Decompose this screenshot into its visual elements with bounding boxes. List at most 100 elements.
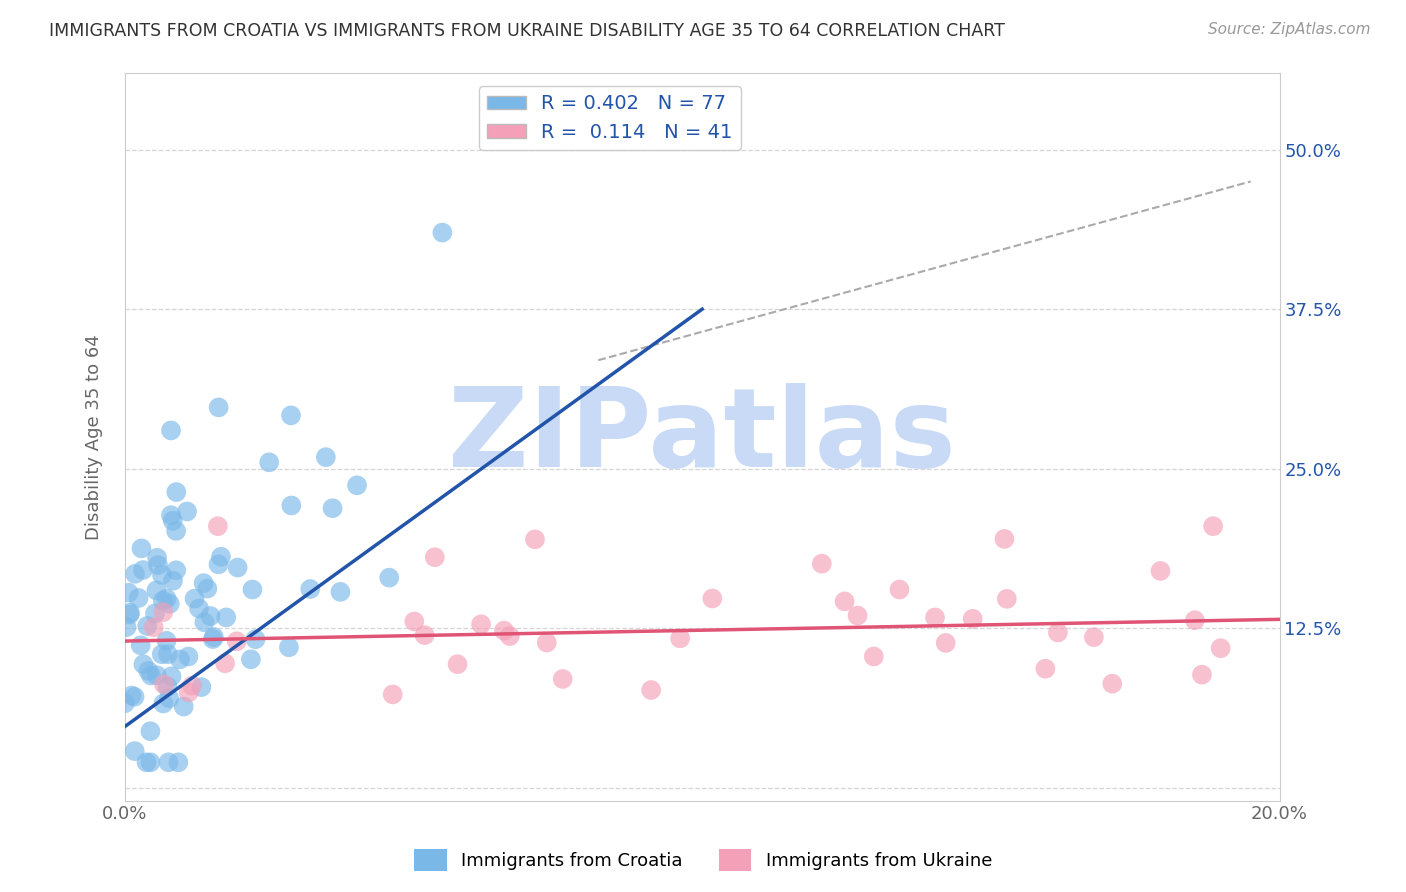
Point [280, 409, 302, 423]
Text: IMMIGRANTS FROM CROATIA VS IMMIGRANTS FROM UKRAINE DISABILITY AGE 35 TO 64 CORRE: IMMIGRANTS FROM CROATIA VS IMMIGRANTS FR… [49, 22, 1005, 40]
Point [165, 485, 187, 500]
Point [846, 608, 869, 623]
Point [242, 582, 264, 597]
Point [962, 612, 984, 626]
Point [115, 620, 138, 634]
Point [413, 628, 436, 642]
Point [432, 226, 454, 240]
Point [138, 664, 160, 678]
Point [889, 582, 911, 597]
Point [152, 697, 174, 711]
Point [226, 560, 249, 574]
Point [142, 620, 165, 634]
Point [993, 532, 1015, 546]
Text: ZIPatlas: ZIPatlas [449, 384, 956, 491]
Point [150, 567, 173, 582]
Point [329, 585, 352, 599]
Point [207, 519, 229, 533]
Point [315, 450, 337, 465]
Point [165, 563, 187, 577]
Point [1035, 662, 1057, 676]
Legend: R = 0.402   N = 77, R =  0.114   N = 41: R = 0.402 N = 77, R = 0.114 N = 41 [479, 87, 741, 150]
Point [136, 619, 159, 633]
Point [201, 632, 224, 646]
Point [280, 499, 302, 513]
Point [225, 634, 247, 648]
Point [215, 610, 238, 624]
Point [146, 550, 169, 565]
Point [862, 649, 884, 664]
Point [173, 699, 195, 714]
Point [1083, 630, 1105, 644]
Point [118, 606, 141, 620]
Legend: Immigrants from Croatia, Immigrants from Ukraine: Immigrants from Croatia, Immigrants from… [406, 842, 1000, 879]
Point [177, 649, 200, 664]
Point [995, 591, 1018, 606]
Point [1202, 519, 1225, 533]
Point [1149, 564, 1171, 578]
Point [160, 669, 183, 683]
Point [378, 571, 401, 585]
Point [278, 640, 301, 655]
Point [193, 615, 215, 630]
Point [499, 629, 522, 643]
Point [159, 597, 181, 611]
Point [1046, 625, 1069, 640]
Y-axis label: Disability Age 35 to 64: Disability Age 35 to 64 [86, 334, 103, 540]
Point [118, 607, 141, 622]
Point [208, 401, 231, 415]
Point [669, 632, 692, 646]
Point [135, 756, 157, 770]
Point [155, 633, 177, 648]
Point [322, 501, 344, 516]
Point [702, 591, 724, 606]
Point [153, 677, 176, 691]
Point [209, 549, 232, 564]
Point [214, 657, 236, 671]
Point [132, 563, 155, 577]
Point [811, 557, 834, 571]
Point [156, 647, 179, 661]
Point [207, 558, 229, 572]
Point [193, 576, 215, 591]
Point [155, 591, 177, 606]
Point [536, 635, 558, 649]
Point [494, 624, 516, 638]
Point [121, 689, 143, 703]
Point [160, 508, 183, 523]
Point [143, 607, 166, 621]
Point [124, 690, 146, 704]
Point [924, 610, 946, 624]
Point [1101, 676, 1123, 690]
Point [470, 617, 492, 632]
Point [834, 594, 856, 608]
Point [156, 680, 179, 694]
Point [157, 691, 180, 706]
Point [346, 478, 368, 492]
Point [257, 455, 280, 469]
Point [640, 683, 662, 698]
Point [1191, 667, 1213, 681]
Point [165, 524, 187, 538]
Point [139, 756, 162, 770]
Point [381, 687, 404, 701]
Point [202, 630, 225, 644]
Point [190, 680, 212, 694]
Point [114, 696, 136, 710]
Point [146, 668, 169, 682]
Point [404, 615, 426, 629]
Point [195, 582, 218, 596]
Point [139, 668, 162, 682]
Point [128, 591, 150, 605]
Point [245, 632, 267, 647]
Point [150, 647, 173, 661]
Text: Source: ZipAtlas.com: Source: ZipAtlas.com [1208, 22, 1371, 37]
Point [1184, 613, 1206, 627]
Point [167, 756, 190, 770]
Point [551, 672, 574, 686]
Point [139, 724, 162, 739]
Point [188, 601, 211, 615]
Point [124, 744, 146, 758]
Point [239, 652, 262, 666]
Point [177, 685, 200, 699]
